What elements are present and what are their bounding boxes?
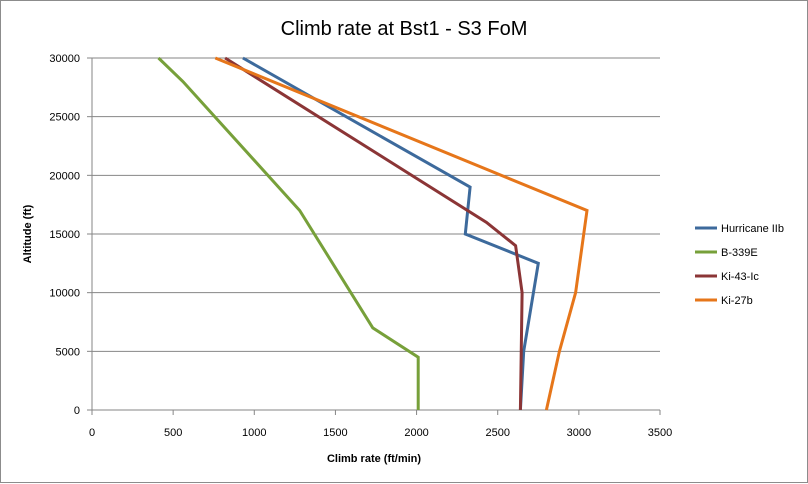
x-tick-label: 2000: [404, 427, 428, 439]
series-line-b-339e: [157, 56, 420, 410]
x-tick-label: 2500: [485, 427, 509, 439]
gridlines: [92, 57, 660, 352]
y-tick-label: 0: [74, 405, 80, 417]
legend-label: B-339E: [721, 247, 758, 259]
y-tick-label: 30000: [49, 53, 80, 65]
x-tick-label: 1000: [242, 427, 266, 439]
x-tick-label: 0: [89, 427, 95, 439]
series-line-ki-27b: [214, 56, 589, 411]
x-axis-ticks: 0 500 1000 1500 2000 2500 3000 3500: [89, 410, 672, 439]
x-tick-label: 3500: [648, 427, 672, 439]
series-line-ki-43-ic: [224, 56, 524, 411]
x-tick-label: 3000: [567, 427, 591, 439]
x-tick-label: 500: [164, 427, 182, 439]
legend-label: Hurricane IIb: [721, 223, 784, 235]
y-axis-title: Altitude (ft): [22, 204, 34, 263]
y-tick-label: 15000: [49, 229, 80, 241]
x-axis-title: Climb rate (ft/min): [327, 453, 421, 465]
y-tick-label: 25000: [49, 112, 80, 124]
legend-label: Ki-43-Ic: [721, 271, 759, 283]
legend-label: Ki-27b: [721, 295, 753, 307]
x-tick-label: 1500: [323, 427, 347, 439]
y-tick-label: 5000: [56, 346, 80, 358]
y-tick-label: 20000: [49, 170, 80, 182]
legend: Hurricane IIb B-339E Ki-43-Ic Ki-27b: [695, 223, 784, 307]
y-tick-label: 10000: [49, 288, 80, 300]
y-axis-ticks: 0 5000 10000 15000 20000 25000 30000: [49, 53, 92, 417]
chart-title: Climb rate at Bst1 - S3 FoM: [281, 18, 528, 40]
series-lines: [157, 56, 589, 411]
series-line-hurricane-iib: [242, 56, 540, 411]
